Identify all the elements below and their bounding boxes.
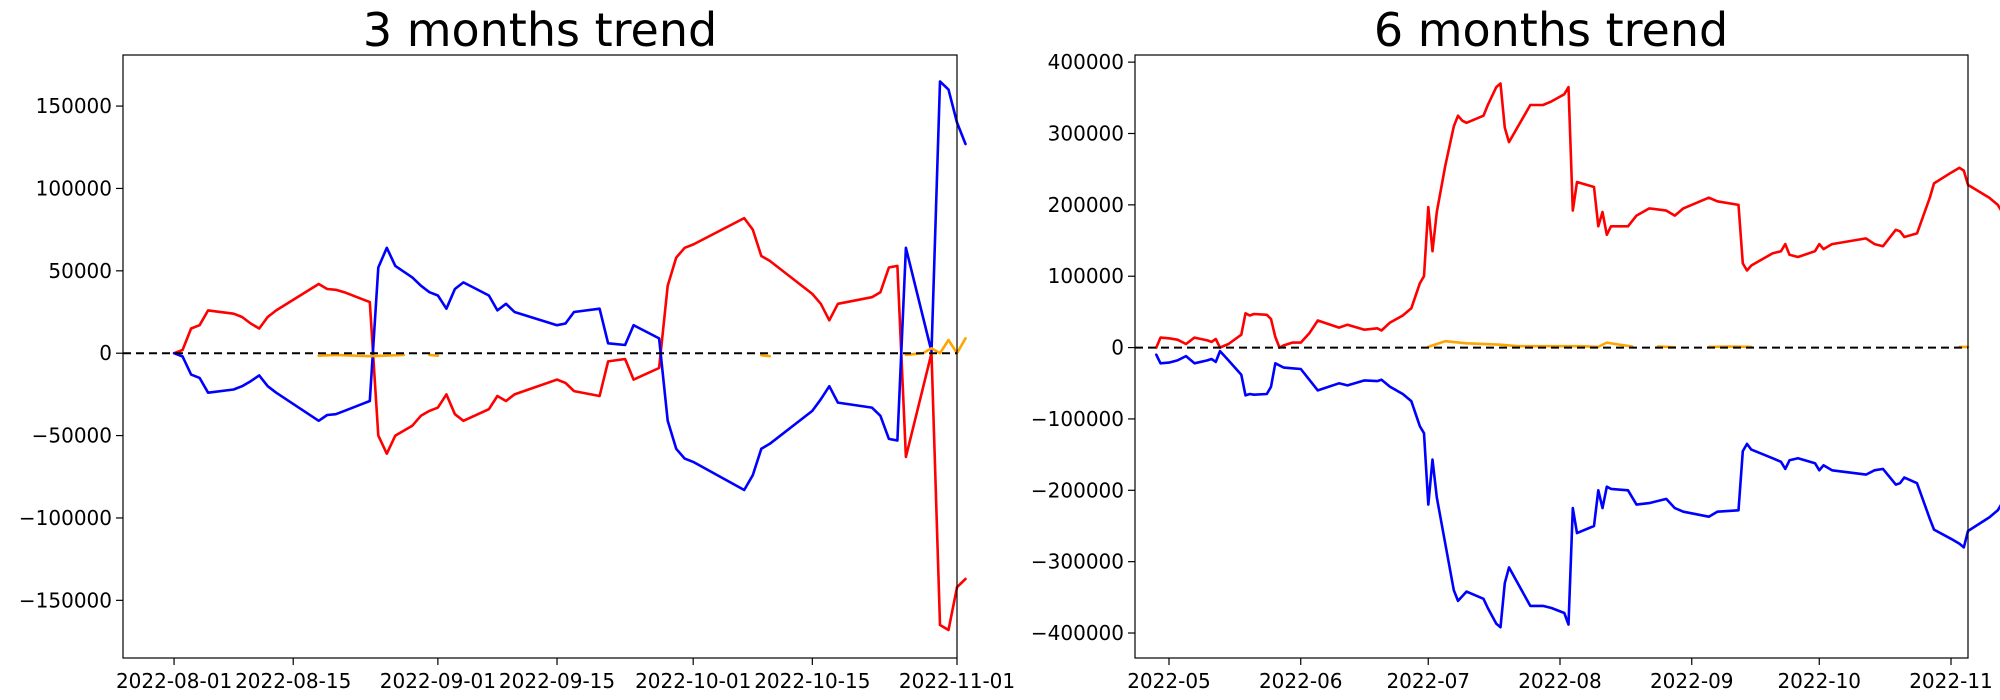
- y-tick-label: 0: [1111, 336, 1124, 360]
- x-tick-label: 2022-11: [1909, 669, 1993, 693]
- x-axis: 2022-08-01 2022-08-15 2022-09-01 2022-09-15…: [116, 658, 1015, 693]
- y-tick-label: 150000: [36, 94, 112, 118]
- series-line-2-0: [1427, 339, 1634, 349]
- series-line-1-0: [1155, 349, 2000, 629]
- x-tick-label: 2022-10: [1777, 669, 1861, 693]
- x-tick-label: 2022-07: [1386, 669, 1470, 693]
- y-axis: −150000 −100000 −50000 0 50000 100000 150000: [19, 94, 123, 612]
- y-tick-label: −400000: [1031, 621, 1124, 645]
- y-tick-label: −100000: [19, 506, 112, 530]
- x-tick-label: 2022-10-15: [754, 669, 870, 693]
- chart-6-months: 6 months trend 2022-05 2022-06 2022-07 2022…: [1031, 3, 2000, 693]
- series-layer: [172, 80, 967, 632]
- plot-frame: [122, 54, 958, 659]
- y-tick-label: 100000: [1048, 264, 1124, 288]
- x-tick-label: 2022-09: [1650, 669, 1734, 693]
- series-line-0-0: [1155, 82, 2000, 349]
- series-line-1-0: [172, 80, 967, 492]
- y-tick-label: −100000: [1031, 407, 1124, 431]
- chart-3-months: 3 months trend 2022-08-01 2022-08-15 2022-…: [19, 3, 1015, 693]
- x-tick-label: 2022-08: [1518, 669, 1602, 693]
- series-line-2-0: [317, 353, 406, 358]
- chart-title: 6 months trend: [1374, 3, 1728, 57]
- chart-title: 3 months trend: [363, 3, 717, 57]
- x-tick-label: 2022-06: [1259, 669, 1343, 693]
- series-line-2-1: [428, 353, 440, 357]
- plot-frame: [1134, 54, 1969, 659]
- y-tick-label: −50000: [32, 424, 112, 448]
- y-tick-label: 400000: [1048, 50, 1124, 74]
- y-tick-label: 200000: [1048, 193, 1124, 217]
- x-tick-label: 2022-11-01: [899, 669, 1015, 693]
- series-line-2-2: [760, 353, 772, 358]
- y-tick-label: −200000: [1031, 478, 1124, 502]
- x-axis: 2022-05 2022-06 2022-07 2022-08 2022-09 2022-…: [1127, 658, 1993, 693]
- y-tick-label: −150000: [19, 588, 112, 612]
- x-tick-label: 2022-05: [1127, 669, 1211, 693]
- y-axis: −400000 −300000 −200000 −100000 0 100000 20000…: [1031, 50, 1135, 645]
- series-layer: [1155, 82, 2000, 629]
- x-tick-label: 2022-09-01: [380, 669, 496, 693]
- x-tick-label: 2022-10-01: [635, 669, 751, 693]
- y-tick-label: −300000: [1031, 550, 1124, 574]
- x-tick-label: 2022-08-15: [235, 669, 351, 693]
- x-tick-label: 2022-09-15: [499, 669, 615, 693]
- y-tick-label: 0: [99, 341, 112, 365]
- series-line-0-0: [172, 216, 967, 632]
- y-tick-label: 100000: [36, 176, 112, 200]
- x-tick-label: 2022-08-01: [116, 669, 232, 693]
- y-tick-label: 300000: [1048, 121, 1124, 145]
- y-tick-label: 50000: [48, 259, 112, 283]
